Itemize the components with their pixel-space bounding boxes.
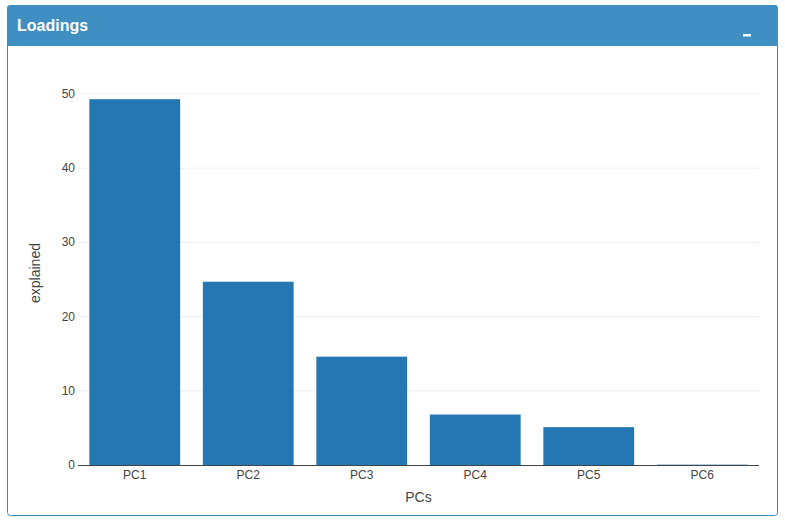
y-tick-label: 10 xyxy=(62,384,76,398)
x-tick-label: PC4 xyxy=(464,468,488,482)
panel-header xyxy=(7,5,778,46)
bar xyxy=(89,99,180,465)
panel xyxy=(8,6,778,516)
y-axis-title: explained xyxy=(27,243,43,303)
root: Loadings 0 10 20 30 40 50 PC1 PC2 PC3 PC4 PC5 PC6 PCs… xyxy=(0,0,785,521)
title: Loadings xyxy=(17,17,88,34)
x-tick-label: PC3 xyxy=(350,468,374,482)
chart: Loadings 0 10 20 30 40 50 PC1 PC2 PC3 PC4 PC5 PC6 PCs… xyxy=(0,0,785,521)
bar xyxy=(203,282,294,465)
y-tick-label: 40 xyxy=(62,161,76,175)
y-tick-label: 50 xyxy=(62,87,76,101)
bar xyxy=(316,357,407,465)
y-tick-label: 20 xyxy=(62,310,76,324)
bar xyxy=(430,415,521,465)
bar xyxy=(543,427,634,465)
bar xyxy=(657,464,748,465)
y-tick-label: 0 xyxy=(68,458,75,472)
x-tick-label: PC1 xyxy=(123,468,147,482)
x-tick-label: PC5 xyxy=(577,468,601,482)
grid-line xyxy=(78,94,759,95)
x-axis-line xyxy=(78,465,759,466)
minimize-icon[interactable] xyxy=(743,34,751,37)
x-axis-title: PCs xyxy=(405,489,431,505)
x-tick-label: PC6 xyxy=(691,468,715,482)
y-tick-label: 30 xyxy=(62,235,76,249)
x-tick-label: PC2 xyxy=(237,468,261,482)
bars xyxy=(89,99,747,465)
